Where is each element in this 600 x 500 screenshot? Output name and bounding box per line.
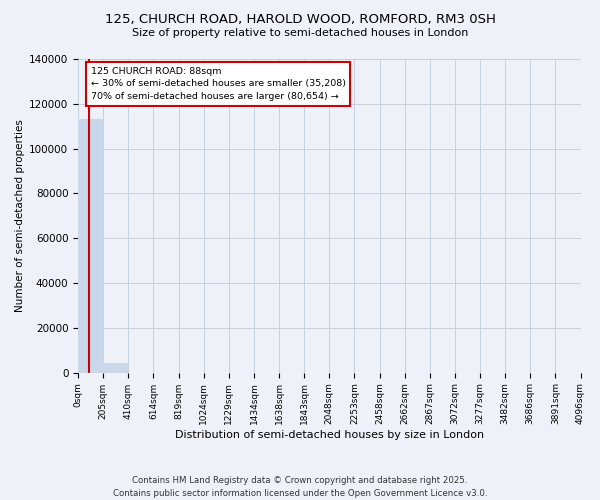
Text: Size of property relative to semi-detached houses in London: Size of property relative to semi-detach… — [132, 28, 468, 38]
Text: 125, CHURCH ROAD, HAROLD WOOD, ROMFORD, RM3 0SH: 125, CHURCH ROAD, HAROLD WOOD, ROMFORD, … — [104, 12, 496, 26]
Bar — [78, 120, 103, 372]
Text: Contains HM Land Registry data © Crown copyright and database right 2025.
Contai: Contains HM Land Registry data © Crown c… — [113, 476, 487, 498]
X-axis label: Distribution of semi-detached houses by size in London: Distribution of semi-detached houses by … — [175, 430, 484, 440]
Y-axis label: Number of semi-detached properties: Number of semi-detached properties — [15, 120, 25, 312]
Bar — [103, 362, 128, 372]
Text: 125 CHURCH ROAD: 88sqm
← 30% of semi-detached houses are smaller (35,208)
70% of: 125 CHURCH ROAD: 88sqm ← 30% of semi-det… — [91, 67, 346, 101]
